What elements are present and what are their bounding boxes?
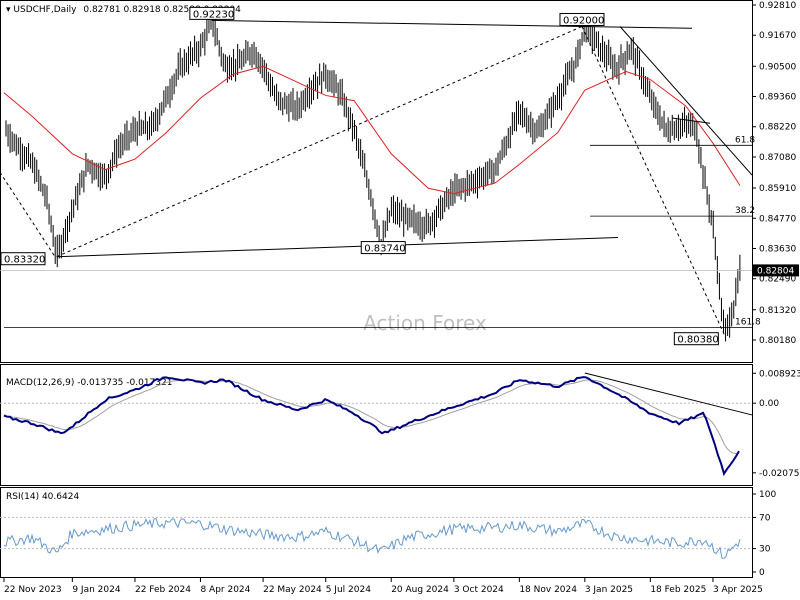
current-price-box [753,264,799,277]
x-tick-label: 8 Apr 2024 [200,585,250,595]
flag-top-line [671,117,711,124]
support-trendline [56,236,619,258]
fib-level-label: 161.8 [735,318,761,328]
price-tick-label: 0.91670 [759,31,796,41]
macd-line [3,376,740,477]
current-price-label: 0.82804 [757,266,794,276]
price-tick-label: 0.88220 [759,123,796,133]
x-tick-label: 5 Jul 2024 [326,585,371,595]
macd-tick-label: 0.00 [759,399,779,409]
x-tick-label: 22 Nov 2023 [4,585,62,595]
price-panel-frame [0,0,753,363]
x-tick-label: 18 Nov 2024 [519,585,577,595]
price-callout-label: 0.80380 [677,335,718,346]
x-tick-label: 22 May 2024 [263,585,322,595]
rsi-tick-label: 0 [759,568,765,578]
price-callout-box [559,12,605,26]
axis-layer: 0.92810 0.91670 0.90500 0.89360 0.88220 0.870… [3,1,800,595]
resistance-trendline [211,19,693,29]
x-tick-label: 3 Jan 2025 [585,585,633,595]
rsi-title: RSI(14) 40.6424 [6,492,79,502]
price-tick-label: 0.85910 [759,184,796,194]
macd-layer [0,372,753,477]
price-tick-label: 0.84770 [759,214,796,224]
rsi-line [3,517,741,559]
price-callout-label: 0.83740 [364,244,405,255]
x-tick-label: 9 Jan 2024 [72,585,120,595]
macd-trendline [584,372,753,416]
macd-tick-label: -0.020759 [759,469,800,479]
price-layer: 61.8 38.2 161.8 0.92230 0.92000 0.83320 0.8374… [0,6,761,346]
price-callout-box [0,252,46,266]
fib-level-label: 61.8 [735,135,755,145]
macd-tick-label: 0.008923 [759,369,800,379]
macd-panel-frame [0,364,753,486]
price-tick-label: 0.89360 [759,93,796,103]
x-tick-label: 18 Feb 2025 [650,585,706,595]
symbol-text: USDCHF,Daily [13,5,77,15]
chart-menu-icon: ▾ [6,5,13,15]
price-tick-label: 0.81320 [759,306,796,316]
moving-average-line [3,65,741,195]
price-tick-label: 0.83630 [759,244,796,254]
rsi-layer [0,516,752,559]
x-tick-label: 20 Aug 2024 [391,585,449,595]
x-tick-label: 3 Oct 2024 [454,585,504,595]
ohlc-text: 0.82781 0.82918 0.82588 0.82804 [83,5,241,15]
falling-trendline [619,26,753,176]
price-tick-label: 0.82490 [759,275,796,285]
x-tick-label: 22 Feb 2024 [135,585,191,595]
symbol-line: ▾ USDCHF,Daily 0.82781 0.82918 0.82588 0… [6,5,241,15]
watermark: Action Forex [363,311,487,335]
price-tick-label: 0.87080 [759,153,796,163]
price-callout-box [360,241,406,255]
price-tick-label: 0.90500 [759,62,796,72]
decline-projection-dashed [581,26,725,335]
macd-title: MACD(12,26,9) -0.013735 -0.017321 [6,378,172,388]
rsi-tick-label: 30 [759,545,771,555]
price-callout-box [673,332,719,346]
price-tick-label: 0.80180 [759,336,796,346]
rsi-tick-label: 100 [759,490,776,500]
x-tick-label: 3 Apr 2025 [713,585,763,595]
left-dashed-line [0,172,56,257]
rsi-tick-label: 70 [759,513,771,523]
price-callout-box [189,6,235,20]
price-callout-label: 0.83320 [4,255,45,266]
price-callout-label: 0.92230 [193,9,234,20]
rsi-panel-frame [0,487,753,578]
price-tick-label: 0.92810 [759,1,796,11]
price-callout-label: 0.92000 [563,15,604,26]
macd-signal-line [3,379,740,455]
fib-level-label: 38.2 [735,206,755,216]
